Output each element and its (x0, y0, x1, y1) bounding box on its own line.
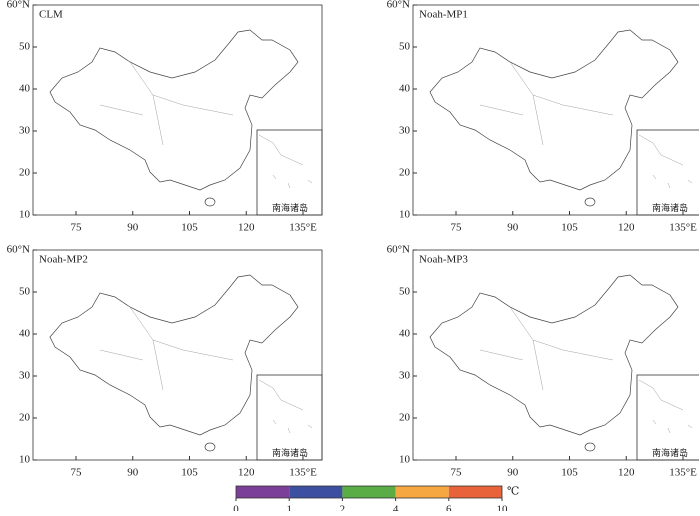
panel-title: Noah-MP2 (39, 254, 88, 266)
lon-tick-label: 90 (507, 222, 519, 234)
colorbar-frame (235, 485, 503, 499)
frame (32, 4, 323, 216)
lon-tick-label: 135°E (289, 222, 317, 234)
lon-tick-label: 135°E (289, 467, 317, 479)
inset-frame (256, 129, 323, 216)
inset-coast (638, 379, 693, 434)
lon-tick-label: 120 (238, 222, 255, 234)
inset-coast (638, 134, 693, 189)
inset-coast (258, 134, 313, 189)
lat-tick-label: 10 (399, 454, 411, 466)
lon-tick-label: 135°E (669, 467, 697, 479)
lat-tick-label: 40 (399, 328, 411, 340)
province-lines (99, 306, 234, 391)
inset-frame (636, 129, 700, 216)
colorbar-tick-label: 6 (446, 504, 452, 511)
frame (412, 4, 700, 216)
lat-tick-label: 10 (19, 209, 31, 221)
hainan (204, 442, 216, 452)
lat-tick-label: 50 (19, 41, 31, 53)
lon-tick-label: 135°E (669, 222, 697, 234)
lat-tick-label: 20 (399, 412, 411, 424)
china-outline (429, 29, 679, 191)
colorbar-segment (395, 486, 449, 498)
lat-tick-label: 50 (399, 286, 411, 298)
hainan (584, 442, 596, 452)
lat-tick-label: 60°N (7, 0, 30, 11)
map-panel: 南海诸岛 Noah-MP2 60°N 50 40 30 20 10 75 90 105 120 135°… (7, 244, 323, 479)
lon-tick-label: 90 (127, 467, 139, 479)
map-panel: 南海诸岛 Noah-MP3 60°N 50 40 30 20 10 75 90 105 120 135°… (387, 244, 700, 479)
frame (412, 249, 700, 461)
lat-tick-label: 20 (399, 167, 411, 179)
lat-tick-label: 30 (19, 370, 31, 382)
lat-tick-label: 40 (399, 83, 411, 95)
colorbar-segment (289, 486, 343, 498)
lat-tick-label: 60°N (387, 244, 410, 256)
colorbar-tick-label: 2 (340, 504, 346, 511)
colorbar-tick-label: 0 (233, 504, 239, 511)
lon-tick-label: 120 (618, 222, 635, 234)
lat-tick-label: 50 (19, 286, 31, 298)
lon-tick-label: 120 (618, 467, 635, 479)
lon-tick-label: 105 (181, 467, 198, 479)
colorbar-tick-label: 1 (286, 504, 292, 511)
lon-tick-label: 105 (181, 222, 198, 234)
colorbar-segment (342, 486, 396, 498)
lon-tick-label: 120 (238, 467, 255, 479)
hainan (204, 197, 216, 207)
lon-tick-label: 105 (561, 222, 578, 234)
inset-label: 南海诸岛 (272, 202, 308, 213)
colorbar-segment (236, 486, 290, 498)
lat-tick-label: 20 (19, 167, 31, 179)
hainan (584, 197, 596, 207)
lon-tick-label: 75 (71, 222, 83, 234)
lat-tick-label: 30 (19, 125, 31, 137)
lon-tick-label: 105 (561, 467, 578, 479)
province-lines (479, 306, 614, 391)
lat-tick-label: 10 (19, 454, 31, 466)
lon-tick-label: 75 (451, 467, 463, 479)
frame (32, 249, 323, 461)
lon-tick-label: 90 (507, 467, 519, 479)
lat-tick-label: 30 (399, 370, 411, 382)
lon-tick-label: 75 (451, 222, 463, 234)
province-lines (479, 61, 614, 146)
inset-label: 南海诸岛 (272, 447, 308, 458)
colorbar-unit: ℃ (507, 486, 519, 498)
map-panel: 南海诸岛 Noah-MP1 60°N 50 40 30 20 10 75 90 105 120 135°… (387, 0, 700, 234)
panel-title: Noah-MP1 (419, 9, 468, 21)
china-outline (429, 274, 679, 436)
lat-tick-label: 40 (19, 83, 31, 95)
lat-tick-label: 50 (399, 41, 411, 53)
inset-frame (636, 374, 700, 461)
inset-label: 南海诸岛 (652, 447, 688, 458)
lat-tick-label: 60°N (387, 0, 410, 11)
lon-tick-label: 75 (71, 467, 83, 479)
lat-tick-label: 30 (399, 125, 411, 137)
lat-tick-label: 40 (19, 328, 31, 340)
lat-tick-label: 20 (19, 412, 31, 424)
lon-tick-label: 90 (127, 222, 139, 234)
inset-frame (256, 374, 323, 461)
china-outline (49, 29, 299, 191)
colorbar-tick-label: 4 (393, 504, 399, 511)
colorbar-segment (448, 486, 502, 498)
panel-title: Noah-MP3 (419, 254, 468, 266)
panel-title: CLM (39, 9, 63, 21)
lat-tick-label: 10 (399, 209, 411, 221)
china-outline (49, 274, 299, 436)
map-panel: 南海诸岛 CLM 60°N 50 40 30 20 10 75 90 105 120 135°E (7, 0, 323, 234)
inset-coast (258, 379, 313, 434)
colorbar-tick-label: 10 (497, 504, 509, 511)
province-lines (99, 61, 234, 146)
inset-label: 南海诸岛 (652, 202, 688, 213)
lat-tick-label: 60°N (7, 244, 30, 256)
